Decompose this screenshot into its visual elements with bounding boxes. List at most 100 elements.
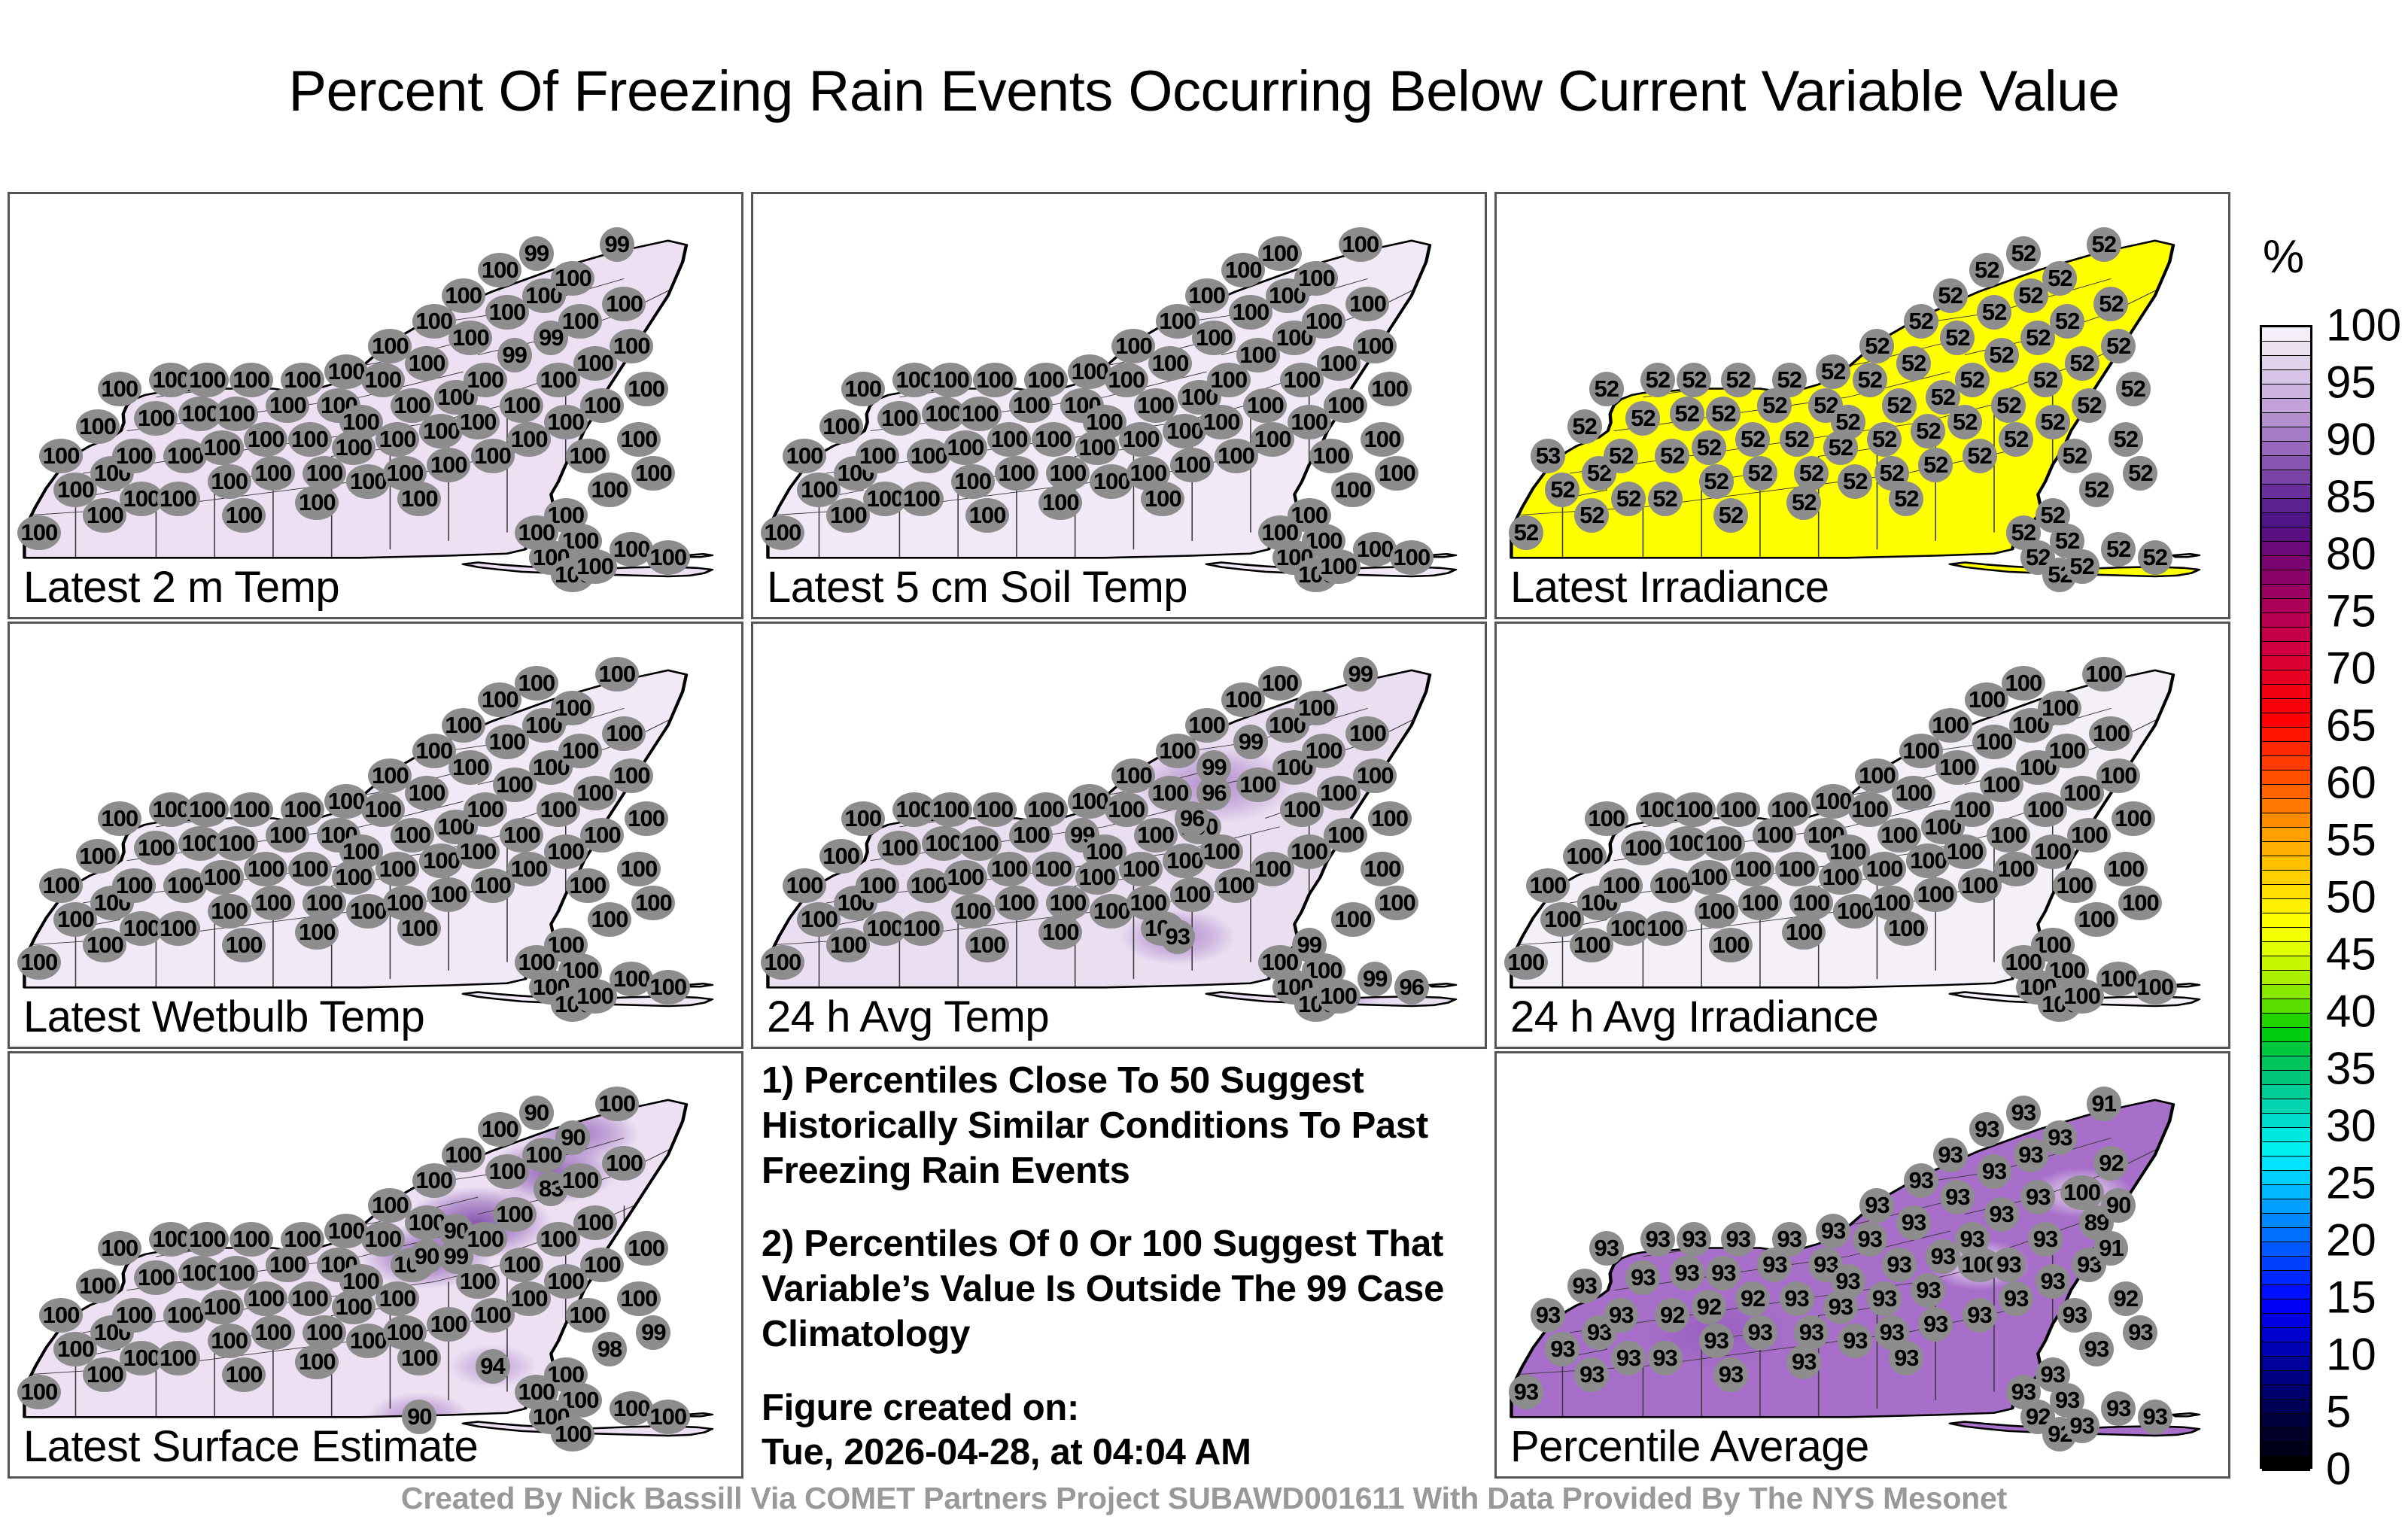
station-marker: 100 (1367, 371, 1412, 406)
station-marker: 100 (1302, 303, 1346, 339)
station-marker: 100 (580, 388, 625, 423)
panel-24h-avg-irradiance[interactable]: 100 100 100 100 100 100 100 100 100 100 100 100 100 1… (1494, 622, 2230, 1049)
station-marker: 52 (1969, 253, 2005, 288)
station-marker: 100 (375, 421, 420, 457)
station-marker: 100 (1090, 894, 1134, 929)
panel-percentile-average[interactable]: 93 93 93 93 93 93 93 93 93 93 93 92 93 93 93 92 93 93 93 93… (1494, 1051, 2230, 1479)
colorbar-segment (2262, 670, 2310, 685)
station-marker: 93 (1911, 1272, 1946, 1308)
station-marker: 100 (594, 657, 639, 692)
colorbar-segment (2262, 1028, 2310, 1042)
station-marker: 93 (2035, 1264, 2070, 1299)
station-marker: 100 (112, 1298, 157, 1333)
colorbar-segment (2262, 1257, 2310, 1271)
station-marker: 100 (987, 421, 1032, 457)
station-marker: 52 (1625, 400, 1661, 436)
panel-latest-soil-temp[interactable]: 100 100 100 100 100 100 100 100 100 100 100 100 100 1… (751, 192, 1487, 619)
colorbar-segment (2262, 1328, 2310, 1342)
panel-24h-avg-temp[interactable]: 100 100 100 100 100 100 100 100 100 100 100 100 100 1… (751, 622, 1487, 1049)
station-marker: 100 (207, 894, 251, 929)
station-marker: 93 (1896, 1205, 1932, 1240)
colorbar-segment (2262, 856, 2310, 871)
station-marker: 100 (892, 363, 936, 398)
panel-latest-irradiance[interactable]: 52 52 53 52 52 52 52 52 52 52 52 52 52 52 52 52 52 52 52 52… (1494, 192, 2230, 619)
station-marker: 100 (339, 1264, 383, 1299)
station-marker: 52 (2137, 540, 2172, 576)
panel-label-latest-surface-estimate: Latest Surface Estimate (23, 1422, 479, 1471)
station-marker: 93 (2064, 1408, 2099, 1443)
colorbar-segment (2262, 956, 2310, 971)
station-marker: 100 (156, 481, 200, 516)
station-marker: 91 (2093, 1230, 2129, 1266)
colorbar-segment (2262, 1214, 2310, 1228)
station-marker: 93 (1677, 1222, 1712, 1257)
explanatory-notes: 1) Percentiles Close To 50 Suggest Histo… (762, 1059, 1476, 1476)
station-marker: 100 (1503, 944, 1548, 980)
station-marker: 100 (280, 792, 324, 828)
station-marker: 100 (156, 910, 200, 946)
colorbar-segment (2262, 1056, 2310, 1071)
colorbar-segment (2262, 1085, 2310, 1099)
station-marker: 100 (1023, 363, 1068, 398)
station-marker: 52 (2020, 321, 2056, 356)
panel-latest-2m-temp[interactable]: 100 100 100 100 100 100 100 100 100 100 100 100 100 1… (8, 192, 743, 619)
station-marker: 100 (1148, 775, 1193, 810)
station-marker: 100 (2103, 851, 2148, 886)
panel-latest-surface-estimate[interactable]: 100 100 100 100 100 100 100 100 100 100 100 100 100 1… (8, 1051, 743, 1479)
station-marker: 100 (958, 397, 1002, 432)
station-marker: 93 (1720, 1222, 1756, 1257)
colorbar-segment (2262, 1242, 2310, 1257)
colorbar-segment (2262, 1400, 2310, 1414)
station-marker: 100 (412, 303, 456, 339)
station-marker: 100 (1214, 868, 1258, 904)
station-marker: 52 (1655, 439, 1690, 474)
station-marker: 100 (602, 716, 646, 752)
station-marker: 100 (485, 725, 529, 760)
station-marker: 100 (280, 1222, 324, 1257)
station-marker: 52 (1932, 278, 1968, 313)
station-marker: 93 (1786, 1345, 1822, 1380)
station-marker: 100 (39, 868, 84, 904)
station-marker: 100 (397, 481, 442, 516)
colorbar-tick: 25 (2326, 1157, 2376, 1208)
station-marker: 100 (199, 1290, 244, 1325)
station-marker: 52 (1713, 498, 1749, 533)
station-marker: 100 (624, 371, 668, 406)
station-marker: 100 (965, 928, 1010, 963)
station-marker: 100 (856, 868, 900, 904)
colorbar-tick: 20 (2326, 1214, 2376, 1266)
station-marker: 100 (441, 1137, 485, 1172)
station-marker: 93 (1969, 1112, 2005, 1147)
station-marker: 100 (1119, 421, 1163, 457)
colorbar-segment (2262, 1042, 2310, 1056)
station-marker: 100 (631, 455, 676, 491)
station-marker: 90 (409, 1239, 445, 1274)
station-marker: 90 (402, 1400, 437, 1435)
station-marker: 93 (1991, 1248, 2026, 1282)
panel-label-latest-soil-temp: Latest 5 cm Soil Temp (767, 563, 1188, 612)
station-marker: 100 (1257, 944, 1302, 980)
station-marker: 100 (1584, 801, 1628, 836)
station-marker: 52 (1567, 409, 1602, 445)
station-marker: 100 (185, 792, 230, 828)
station-marker: 100 (112, 868, 157, 904)
station-marker: 100 (119, 910, 163, 946)
colorbar-segment (2262, 1299, 2310, 1314)
station-marker: 52 (1881, 388, 1917, 423)
station-marker: 100 (251, 1315, 295, 1350)
station-marker: 100 (514, 515, 558, 550)
station-marker: 100 (1345, 716, 1390, 752)
colorbar-segment (2262, 1014, 2310, 1028)
station-marker: 52 (2057, 439, 2092, 474)
colorbar-segment (2262, 1314, 2310, 1328)
station-marker: 100 (1709, 928, 1753, 963)
station-marker: 100 (543, 405, 588, 440)
station-marker: 92 (2093, 1146, 2129, 1181)
station-marker: 100 (514, 665, 558, 701)
station-marker: 100 (558, 733, 603, 768)
colorbar-segment (2262, 713, 2310, 728)
station-marker: 100 (1353, 758, 1397, 794)
panel-latest-wetbulb-temp[interactable]: 100 100 100 100 100 100 100 100 100 100 100 100 100 1… (8, 622, 743, 1049)
station-marker: 52 (1918, 447, 1953, 482)
station-marker: 100 (1170, 877, 1215, 912)
